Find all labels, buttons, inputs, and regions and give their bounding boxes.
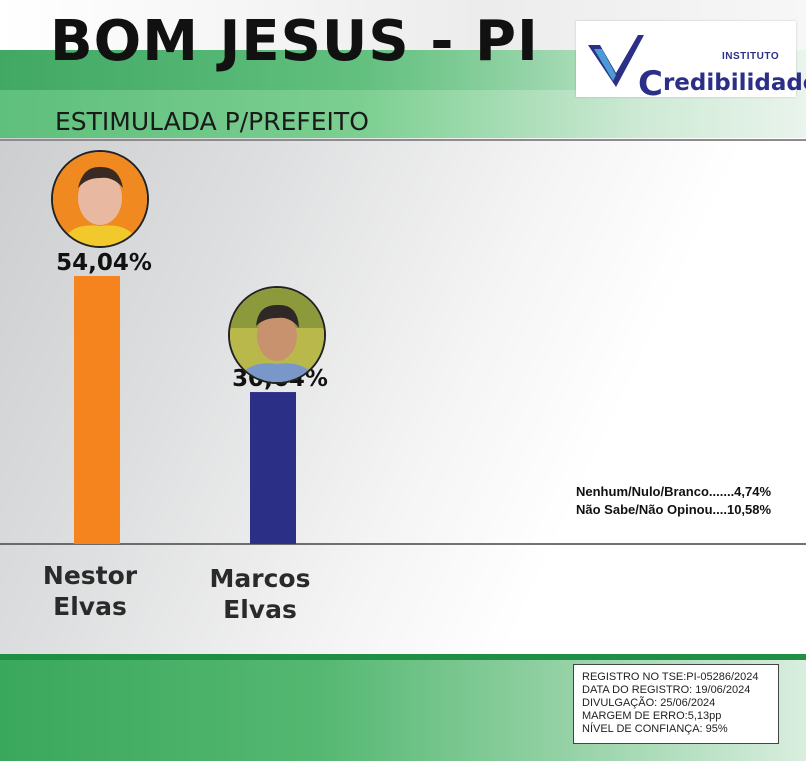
category-label-line: Nestor [42, 561, 138, 590]
logo-wordmark: Credibilidade [638, 59, 806, 104]
logo-small-text: INSTITUTO [722, 51, 780, 62]
person-photo-icon [230, 288, 324, 382]
chart-subtitle: ESTIMULADA P/PREFEITO [55, 107, 369, 136]
info-divulgacao: DIVULGAÇÃO: 25/06/2024 [582, 697, 716, 709]
info-confianca: NÍVEL DE CONFIANÇA: 95% [582, 723, 728, 735]
logo-rest: redibilidade [662, 70, 806, 96]
category-label-nestor: Nestor Elvas [30, 560, 150, 622]
header-divider [0, 139, 806, 141]
candidate-photo-nestor [51, 150, 149, 248]
category-label-marcos: Marcos Elvas [200, 563, 320, 625]
institute-logo: INSTITUTO Credibilidade [576, 21, 806, 104]
checkmark-logo-icon [588, 35, 644, 87]
other-responses-line: Não Sabe/Não Opinou....10,58% [576, 502, 772, 517]
category-label-line: Elvas [223, 595, 297, 624]
footer-divider [0, 654, 806, 660]
info-registro: REGISTRO NO TSE:PI-05286/2024 [582, 671, 759, 683]
bar-marcos [250, 392, 296, 544]
survey-info-box: REGISTRO NO TSE:PI-05286/2024 DATA DO RE… [573, 664, 779, 744]
info-margem: MARGEM DE ERRO:5,13pp [582, 710, 722, 722]
person-photo-icon [53, 152, 147, 246]
logo-initial: C [638, 64, 663, 104]
value-label-nestor: 54,04% [56, 250, 152, 276]
info-data-registro: DATA DO REGISTRO: 19/06/2024 [582, 684, 751, 696]
other-responses-line: Nenhum/Nulo/Branco.......4,74% [576, 484, 772, 499]
category-label-line: Elvas [53, 592, 127, 621]
other-responses: Nenhum/Nulo/Branco.......4,74% Não Sabe/… [576, 483, 771, 519]
page-title: BOM JESUS - PI [50, 9, 539, 74]
candidate-photo-marcos [228, 286, 326, 384]
bar-nestor [74, 276, 120, 544]
category-label-line: Marcos [209, 564, 311, 593]
